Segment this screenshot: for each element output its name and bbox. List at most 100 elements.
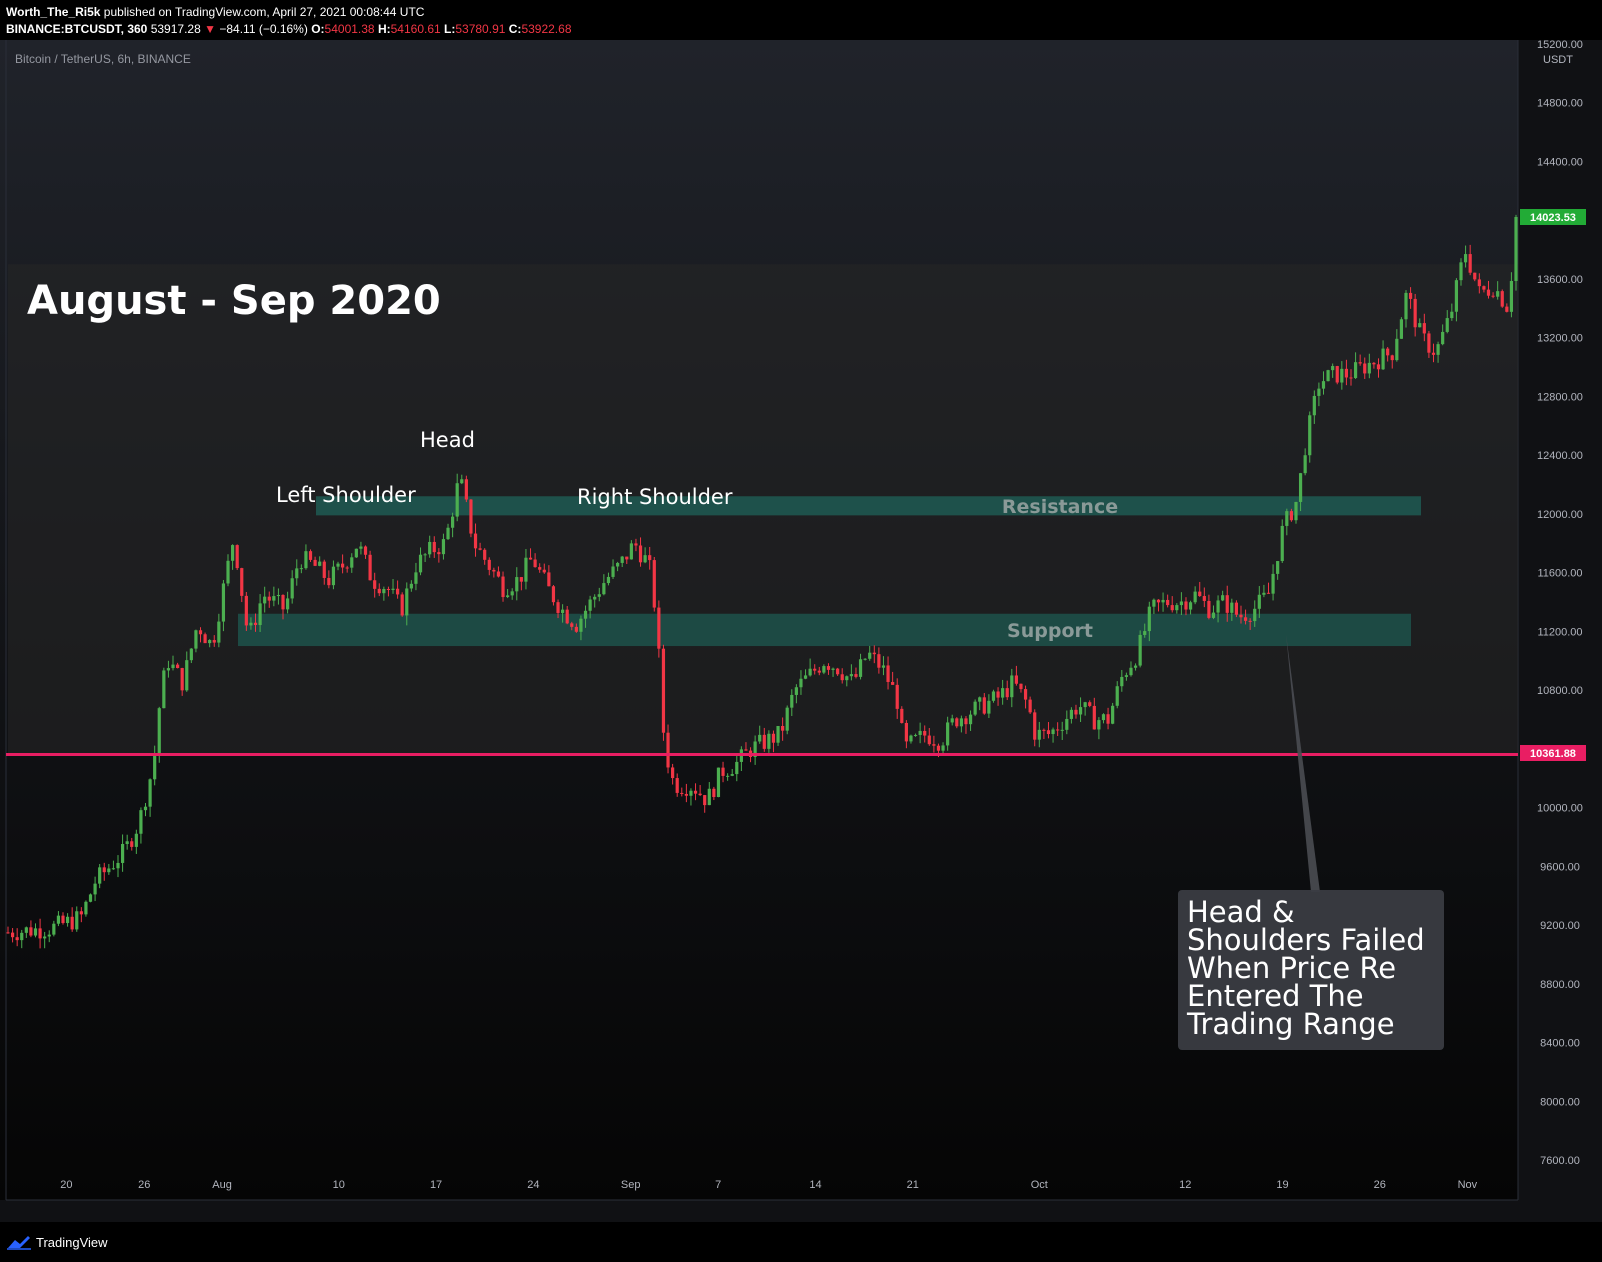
candle-body xyxy=(1033,712,1037,740)
candle-body xyxy=(1441,331,1445,345)
candle-body xyxy=(249,622,253,626)
candle-body xyxy=(556,602,560,613)
candle-body xyxy=(226,560,230,584)
change-text: −84.11 (−0.16%) xyxy=(219,22,308,36)
x-tick-label: Aug xyxy=(212,1179,232,1191)
candle-body xyxy=(1386,348,1390,356)
candle-body xyxy=(396,588,400,595)
candle-body xyxy=(858,659,863,677)
candle-body xyxy=(1101,714,1106,721)
candle-body xyxy=(565,609,569,624)
candle-body xyxy=(1042,729,1046,731)
candle-body xyxy=(826,666,831,670)
candle-body xyxy=(70,916,74,930)
candle-body xyxy=(194,630,198,649)
candle-body xyxy=(519,577,523,582)
level-price-label: 10361.88 xyxy=(1530,748,1576,760)
candle-body xyxy=(955,718,959,727)
candle-body xyxy=(1023,689,1028,700)
candle-body xyxy=(606,576,611,584)
candle-body xyxy=(771,733,776,743)
candle-body xyxy=(1276,561,1280,574)
candle-body xyxy=(932,744,936,746)
candle-body xyxy=(276,594,281,597)
chart-title: August - Sep 2020 xyxy=(27,278,441,324)
candle-body xyxy=(803,675,808,679)
candle-body xyxy=(680,792,684,794)
chart-header: Bitcoin / TetherUS, 6h, BINANCE xyxy=(15,52,191,66)
right-shoulder-label: Right Shoulder xyxy=(577,485,733,509)
candle-body xyxy=(1230,602,1234,613)
candle-body xyxy=(964,718,968,725)
candle-body xyxy=(900,708,904,723)
y-tick-label: 12000.00 xyxy=(1537,509,1583,521)
candle-body xyxy=(1266,592,1271,594)
candle-body xyxy=(666,732,670,768)
y-tick-label: 14400.00 xyxy=(1537,156,1583,168)
candle-body xyxy=(1083,702,1087,708)
candle-body xyxy=(895,684,899,709)
callout-box xyxy=(1178,890,1444,1050)
candle-body xyxy=(813,668,817,671)
candle-body xyxy=(198,630,203,635)
candle-body xyxy=(1211,612,1216,618)
x-tick-label: 10 xyxy=(333,1179,345,1191)
candle-body xyxy=(1175,605,1179,611)
candle-body xyxy=(61,915,65,924)
candle-body xyxy=(602,583,606,595)
candle-body xyxy=(189,648,193,661)
candle-body xyxy=(455,483,459,517)
callout-pointer xyxy=(1286,634,1320,892)
candle-body xyxy=(6,932,10,934)
candle-body xyxy=(528,557,533,560)
candle-body xyxy=(171,664,175,669)
candle-body xyxy=(79,911,83,915)
candle-body xyxy=(414,572,418,584)
candle-body xyxy=(1431,352,1436,355)
candle-body xyxy=(1133,665,1138,668)
candle-body xyxy=(350,557,354,568)
candle-body xyxy=(1505,306,1509,312)
candle-body xyxy=(148,779,152,807)
candle-body xyxy=(1060,729,1064,731)
x-tick-label: 24 xyxy=(527,1179,539,1191)
candle-body xyxy=(185,660,189,691)
y-tick-label: 12800.00 xyxy=(1537,391,1583,403)
candle-body xyxy=(1321,381,1326,389)
support-zone[interactable] xyxy=(238,613,1411,647)
candle-body xyxy=(877,654,881,668)
candle-body xyxy=(574,626,578,632)
candle-body xyxy=(542,569,546,573)
candle-body xyxy=(180,668,184,691)
candle-body xyxy=(111,868,116,870)
resistance-zone[interactable] xyxy=(316,496,1421,516)
tradingview-cloud-icon xyxy=(7,1236,31,1250)
candle-body xyxy=(515,577,519,592)
tradingview-logo[interactable]: TradingView xyxy=(6,1232,108,1252)
price-unit: USDT xyxy=(1543,54,1573,66)
price-unit-badge xyxy=(1536,50,1580,66)
candle-body xyxy=(418,554,423,573)
candle-body xyxy=(913,734,918,736)
candle-body xyxy=(1422,323,1426,334)
author-name[interactable]: Worth_The_Ri5k xyxy=(6,5,101,19)
price-chart[interactable]: Bitcoin / TetherUS, 6h, BINANCE Resistan… xyxy=(0,40,1602,1222)
candle-body xyxy=(446,527,450,540)
candle-body xyxy=(1363,363,1367,374)
candle-body xyxy=(941,745,945,751)
candle-body xyxy=(817,670,821,673)
candle-body xyxy=(157,708,161,755)
candle-body xyxy=(84,901,88,915)
close-value: 53922.68 xyxy=(521,22,572,36)
brand-name: TradingView xyxy=(36,1234,108,1250)
candle-body xyxy=(496,571,501,577)
candle-body xyxy=(75,911,79,930)
candle-body xyxy=(1418,323,1422,328)
candle-body xyxy=(1482,286,1486,290)
candle-body xyxy=(175,664,180,669)
candle-body xyxy=(1340,368,1344,383)
candle-body xyxy=(345,567,349,569)
candle-body xyxy=(1239,614,1243,618)
candle-body xyxy=(1147,606,1151,632)
candle-body xyxy=(707,788,711,806)
